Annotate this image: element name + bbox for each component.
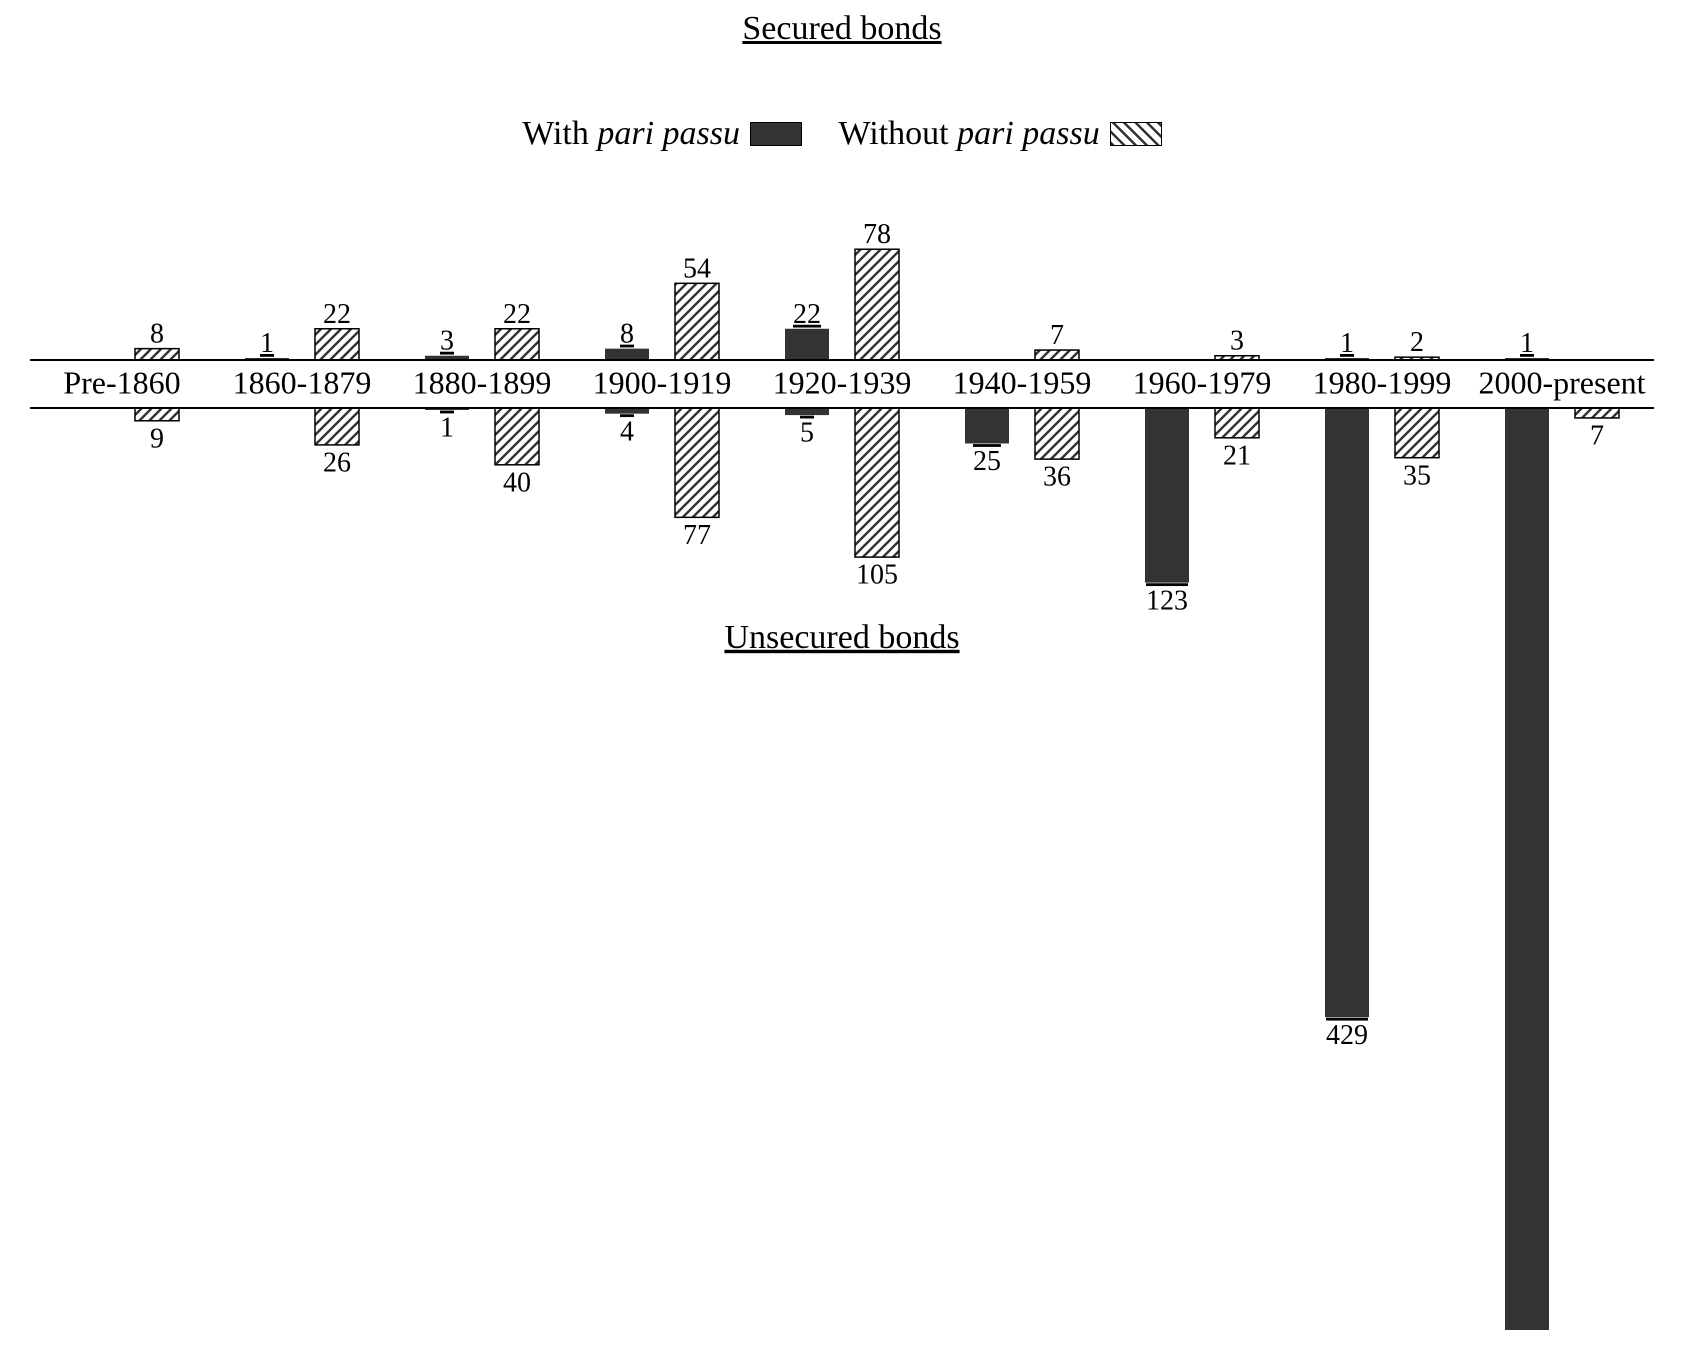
bar-secured-without [1035,350,1079,360]
bar-secured-without [135,349,179,360]
bar-unsecured-without [495,408,539,465]
legend-item-without: Without pari passu [839,115,1162,153]
value-label: 1 [440,413,454,444]
bar-unsecured-without [1035,408,1079,459]
legend-swatch-hatched [1110,122,1162,146]
value-label: 4 [620,416,634,447]
value-label: 8 [150,319,164,350]
value-label: 7 [1050,320,1064,351]
value-label: 9 [150,423,164,454]
legend-label-without-em: pari passu [957,115,1100,152]
legend-swatch-filled [750,122,802,146]
chart-title-bottom: Unsecured bonds [724,619,959,656]
bar-secured-without [315,329,359,360]
category-label: 1940-1959 [953,364,1092,400]
category-label: 1900-1919 [593,364,732,400]
bar-unsecured-without [315,408,359,445]
value-label: 36 [1043,462,1071,493]
category-label: 1880-1899 [413,364,552,400]
value-label: 54 [683,253,711,284]
bars-unsecured: 9261404775105253612321429356847 [135,408,1619,1330]
category-label: 1960-1979 [1133,364,1272,400]
value-label: 22 [793,299,821,330]
value-label: 26 [323,448,351,479]
value-label: 5 [800,418,814,449]
value-label: 21 [1223,440,1251,471]
bar-unsecured-without [1215,408,1259,438]
value-label: 429 [1326,1020,1368,1051]
category-label: 1920-1939 [773,364,912,400]
bar-unsecured-without [135,408,179,421]
chart-title-top: Secured bonds [0,10,1684,48]
chart-page: Secured bonds With pari passu Without pa… [0,0,1684,1363]
chart-svg: 8122322854227873121 92614047751052536123… [30,180,1654,1330]
bar-unsecured-without [1575,408,1619,418]
legend-item-with: With pari passu [522,115,802,153]
bar-secured-without [855,249,899,360]
value-label: 35 [1403,460,1431,491]
category-label: 1860-1879 [233,364,372,400]
value-label: 7 [1590,421,1604,452]
value-label: 123 [1146,585,1188,616]
value-label: 2 [1410,327,1424,358]
chart-area: 8122322854227873121 92614047751052536123… [30,180,1654,1330]
legend-label-with-em: pari passu [597,115,740,152]
category-label: Pre-1860 [63,364,180,400]
value-label: 25 [973,446,1001,477]
category-label: 1980-1999 [1313,364,1452,400]
category-label: 2000-present [1478,364,1645,400]
bar-secured-without [675,283,719,360]
bar-unsecured-without [855,408,899,557]
value-label: 3 [440,326,454,357]
bar-unsecured-with [965,408,1009,444]
value-label: 1 [260,328,274,359]
bar-secured-with [785,329,829,360]
bar-unsecured-with [1145,408,1189,583]
value-label: 105 [856,560,898,591]
bar-unsecured-with [1325,408,1369,1017]
legend-label-with-pre: With [522,115,597,152]
value-label: 40 [503,467,531,498]
value-label: 1 [1340,328,1354,359]
category-labels: Pre-1860 1860-1879 1880-1899 1900-1919 1920-… [63,364,1645,400]
bar-unsecured-without [1395,408,1439,458]
value-label: 78 [863,219,891,250]
legend-label-without-pre: Without [839,115,958,152]
value-label: 22 [323,299,351,330]
bar-unsecured-without [675,408,719,517]
value-label: 77 [683,520,711,551]
value-label: 1 [1520,328,1534,359]
value-label: 22 [503,299,531,330]
value-label: 8 [620,319,634,350]
bar-secured-with [605,349,649,360]
chart-legend: With pari passu Without pari passu [0,115,1684,153]
bar-unsecured-with [785,408,829,415]
bars-secured: 8 1 22 3 22 8 54 22 78 7 3 1 2 1 [135,219,1549,360]
bar-unsecured-with [1505,408,1549,1330]
bar-secured-without [495,329,539,360]
value-label: 3 [1230,326,1244,357]
